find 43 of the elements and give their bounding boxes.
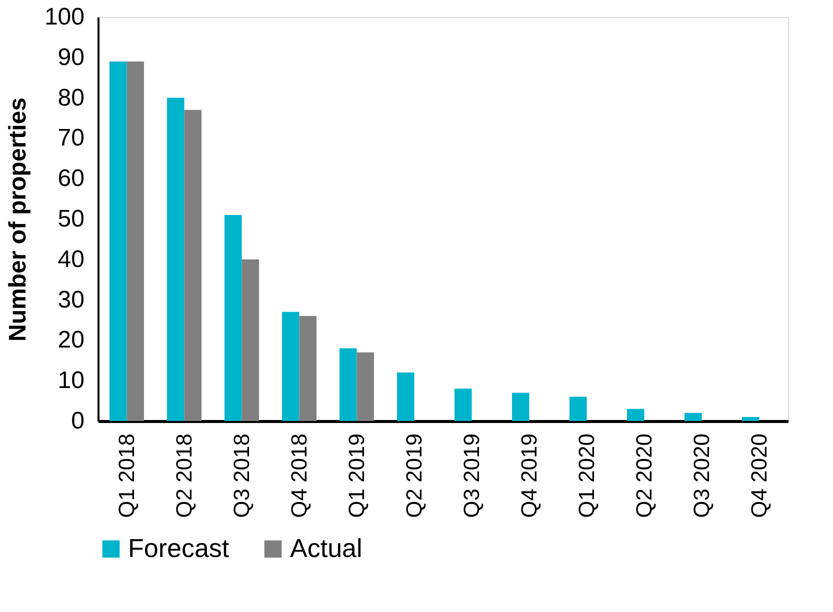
x-tick-label: Q3 2020 xyxy=(688,434,714,518)
y-tick-label: 100 xyxy=(44,4,84,30)
bar xyxy=(397,372,414,421)
bar xyxy=(126,61,144,421)
y-tick-label: 0 xyxy=(71,408,84,434)
x-tick-label: Q1 2019 xyxy=(344,434,369,518)
x-tick-label: Q2 2019 xyxy=(401,434,426,518)
bar xyxy=(340,348,357,421)
bar xyxy=(299,316,316,421)
x-tick-label: Q3 2018 xyxy=(228,434,254,518)
y-axis-title: Number of properties xyxy=(4,97,32,342)
bar xyxy=(684,412,702,421)
bar xyxy=(570,396,587,421)
y-tick-label: 30 xyxy=(58,286,84,314)
bar xyxy=(167,98,184,421)
x-tick-label: Q1 2018 xyxy=(114,434,139,518)
bar xyxy=(224,214,242,421)
y-tick-label: 90 xyxy=(58,44,84,71)
x-tick-label: Q4 2019 xyxy=(516,434,542,518)
legend-label: Forecast xyxy=(128,533,230,563)
y-tick-label: 60 xyxy=(58,165,84,192)
x-tick-label: Q1 2020 xyxy=(574,434,599,518)
x-tick-label: Q4 2018 xyxy=(286,434,312,518)
bar xyxy=(242,259,259,421)
y-tick-label: 70 xyxy=(58,124,84,152)
y-tick-label: 40 xyxy=(58,246,84,273)
bar xyxy=(454,388,472,421)
bar xyxy=(110,61,127,421)
bar xyxy=(742,416,760,421)
bar xyxy=(184,110,202,421)
x-tick-label: Q3 2019 xyxy=(458,434,484,518)
y-tick-label: 10 xyxy=(58,367,84,394)
y-tick-label: 80 xyxy=(58,84,84,112)
y-tick-label: 50 xyxy=(58,206,84,232)
bar xyxy=(627,408,644,421)
y-tick-label: 20 xyxy=(58,326,84,354)
bar xyxy=(356,352,374,421)
x-tick-label: Q4 2020 xyxy=(746,434,772,518)
bar xyxy=(512,392,530,421)
x-tick-label: Q2 2020 xyxy=(631,434,656,518)
bar xyxy=(282,312,300,421)
legend-label: Actual xyxy=(290,533,362,563)
x-tick-label: Q2 2018 xyxy=(171,434,196,518)
